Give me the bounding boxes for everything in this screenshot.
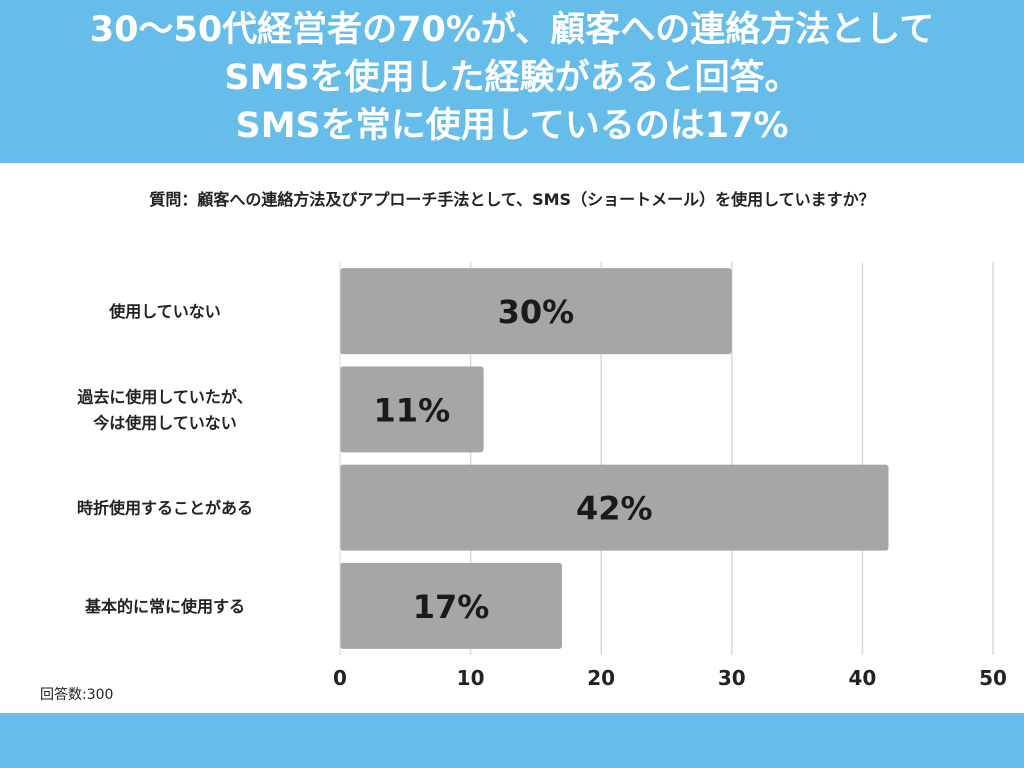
category-label-2: 時折使用することがある [77,499,253,518]
x-tick-label-0: 0 [333,666,347,690]
data-label-3: 17% [413,588,490,626]
footer-band [0,713,1024,768]
data-label-1: 11% [374,391,451,429]
x-tick-label-5: 50 [979,666,1007,690]
data-label-2: 42% [576,490,653,528]
x-tick-label-1: 10 [457,666,485,690]
headline-line-3: SMSを常に使用しているのは17% [235,106,789,146]
category-label-0: 使用していない [108,302,221,321]
category-label-3: 基本的に常に使用する [84,597,245,616]
bar-1 [340,366,484,453]
headline-line-2: SMSを使用した経験があると回答。 [224,58,800,98]
x-tick-label-3: 30 [718,666,746,690]
bar-3 [340,562,563,649]
category-label-1-0: 過去に使用していたが、 [76,387,252,406]
bar-0 [340,268,732,355]
x-tick-label-2: 20 [587,666,615,690]
bar-2 [340,464,889,551]
headline-line-1: 30〜50代経営者の70%が、顧客への連絡方法として [89,10,935,50]
x-tick-label-4: 40 [848,666,876,690]
question-text: 質問：顧客への連絡方法及びアプローチ手法として、SMS（ショートメール）を使用し… [149,190,875,209]
data-label-0: 30% [498,293,575,331]
header-banner: 30〜50代経営者の70%が、顧客への連絡方法として SMSを使用した経験がある… [0,0,1024,163]
respondent-count: 回答数:300 [40,687,114,703]
category-label-1-1: 今は使用していない [92,413,237,432]
